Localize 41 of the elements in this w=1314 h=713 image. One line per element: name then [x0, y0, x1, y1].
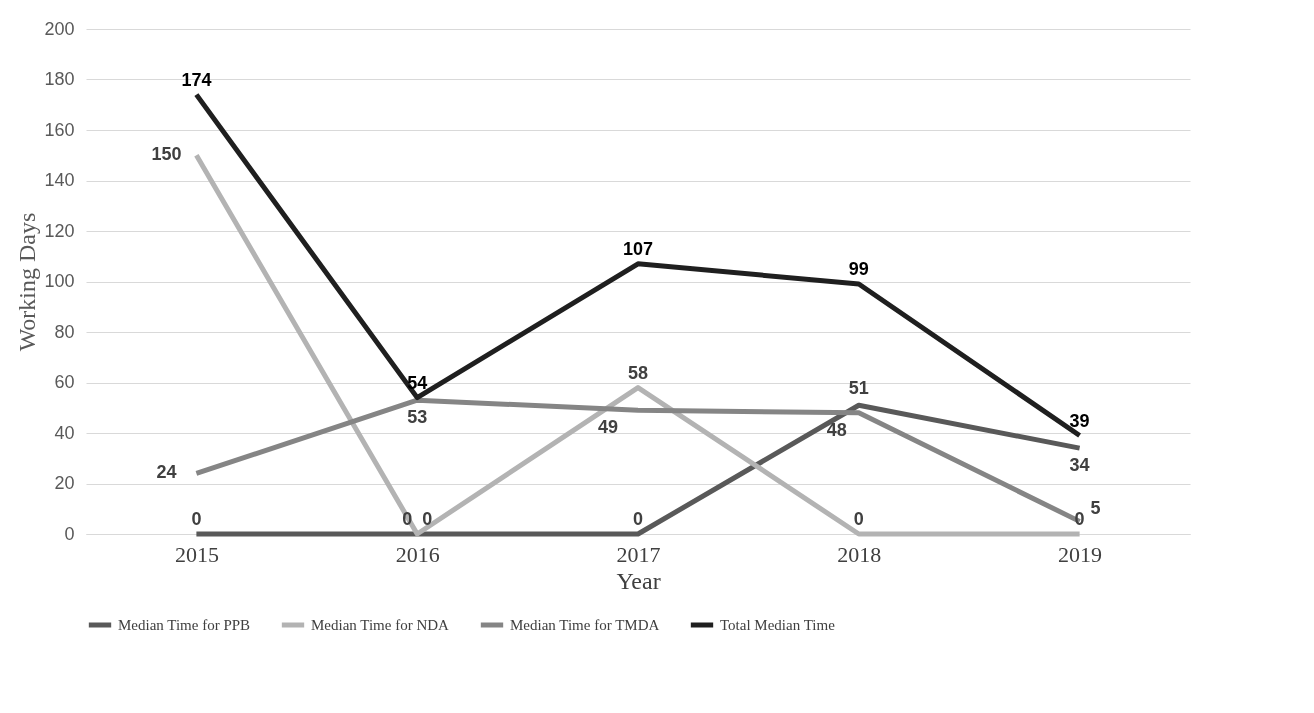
legend-label: Median Time for TMDA — [510, 617, 660, 633]
y-tick-label: 0 — [64, 523, 75, 544]
data-label: 0 — [422, 509, 433, 529]
data-label: 53 — [407, 407, 428, 428]
data-label: 5 — [1090, 498, 1101, 519]
data-label: 48 — [826, 419, 847, 440]
y-tick-label: 80 — [54, 321, 75, 342]
data-label: 99 — [848, 259, 869, 280]
data-label: 0 — [853, 509, 864, 529]
data-label: 107 — [622, 238, 654, 259]
data-label: 24 — [156, 462, 177, 483]
y-tick-label: 60 — [54, 372, 75, 392]
x-tick-label: 2017 — [616, 541, 661, 567]
x-axis-title: Year — [616, 567, 661, 594]
data-label: 0 — [1074, 509, 1085, 529]
y-tick-label: 180 — [44, 69, 75, 89]
y-tick-label: 20 — [54, 473, 75, 493]
legend-label: Median Time for NDA — [311, 617, 450, 633]
legend-label: Total Median Time — [720, 617, 836, 633]
data-label: 49 — [597, 417, 619, 438]
y-tick-label: 140 — [44, 170, 75, 190]
y-tick-label: 120 — [44, 220, 75, 241]
x-tick-label: 2016 — [395, 541, 440, 567]
x-tick-label: 2018 — [837, 541, 882, 567]
data-label: 39 — [1069, 410, 1090, 431]
data-label: 54 — [407, 372, 428, 393]
legend-label: Median Time for PPB — [118, 617, 251, 633]
data-label: 150 — [151, 144, 182, 165]
y-axis-title: Working Days — [14, 212, 41, 352]
y-tick-label: 200 — [44, 18, 75, 39]
data-label: 34 — [1069, 455, 1090, 476]
y-tick-label: 100 — [44, 271, 75, 291]
y-tick-label: 160 — [44, 119, 75, 140]
x-tick-label: 2019 — [1058, 541, 1103, 567]
data-label: 58 — [627, 362, 649, 383]
x-tick-label: 2015 — [174, 541, 219, 567]
data-label: 0 — [191, 509, 202, 529]
data-label: 174 — [181, 69, 212, 90]
data-label: 0 — [632, 509, 644, 529]
y-tick-label: 40 — [54, 422, 75, 443]
data-label: 51 — [848, 378, 869, 399]
